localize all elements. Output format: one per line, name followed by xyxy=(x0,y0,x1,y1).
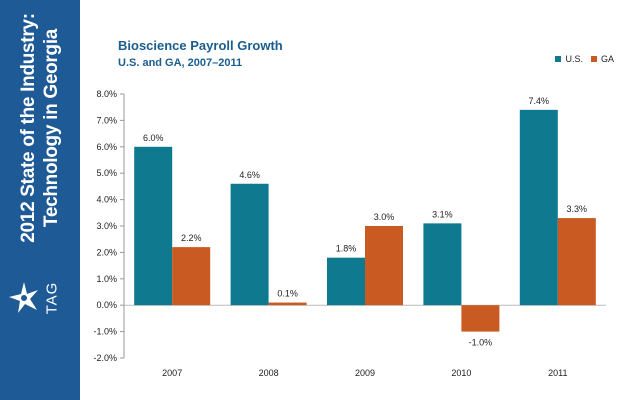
data-label-ga: 0.1% xyxy=(277,289,298,299)
x-tick-label: 2010 xyxy=(451,368,471,378)
sidebar: 2012 State of the Industry: Technology i… xyxy=(0,0,80,400)
legend-label-us: U.S. xyxy=(565,54,583,64)
tag-logo-text: TAG xyxy=(43,281,61,315)
data-label-ga: -1.0% xyxy=(469,338,493,348)
bar-us xyxy=(230,183,269,306)
bar-chart: 8.0% 7.0% 6.0% 5.0% 4.0% 3.0% 2.0% 1.0% 0.0% -1.0… xyxy=(93,89,606,378)
legend-label-ga: GA xyxy=(600,54,614,64)
y-tick-label: 4.0% xyxy=(96,195,117,205)
data-label-us: 6.0% xyxy=(143,133,164,143)
bar-ga xyxy=(172,247,211,306)
legend-swatch-us xyxy=(555,56,562,62)
bar-us xyxy=(519,109,558,306)
legend-item-us: U.S. xyxy=(555,54,583,64)
chart-title: Bioscience Payroll Growth xyxy=(118,38,283,53)
data-label-ga: 3.3% xyxy=(567,204,588,214)
x-tick-label: 2011 xyxy=(548,368,567,378)
bar-us xyxy=(327,257,365,306)
y-tick-label: 5.0% xyxy=(96,168,117,178)
bar-ga xyxy=(461,305,500,332)
data-label-us: 7.4% xyxy=(529,96,550,106)
y-tick-label: 6.0% xyxy=(96,142,117,152)
bar-us xyxy=(423,223,462,306)
data-label-us: 3.1% xyxy=(432,209,453,219)
bar-us xyxy=(134,146,173,306)
star-burst-icon xyxy=(9,282,38,313)
y-tick-label: 1.0% xyxy=(96,274,117,284)
report-title-line-2: Technology in Georgia xyxy=(41,28,62,228)
chart-panel: Bioscience Payroll Growth U.S. and GA, 2… xyxy=(80,0,640,400)
y-tick-label: 0.0% xyxy=(96,300,117,310)
y-tick-label: -1.0% xyxy=(93,327,117,337)
data-label-ga: 2.2% xyxy=(181,233,202,243)
y-tick-label: 7.0% xyxy=(96,115,117,125)
chart-subtitle: U.S. and GA, 2007–2011 xyxy=(118,57,243,69)
report-title: 2012 State of the Industry: Technology i… xyxy=(0,3,80,253)
data-label-us: 1.8% xyxy=(336,244,357,254)
data-label-ga: 3.0% xyxy=(374,212,395,222)
y-tick-label: 2.0% xyxy=(96,247,117,257)
x-tick-label: 2009 xyxy=(355,368,375,378)
bar-ga xyxy=(268,302,307,306)
legend-swatch-ga xyxy=(590,56,597,62)
y-tick-label: -2.0% xyxy=(93,353,117,363)
bar-ga xyxy=(557,218,596,306)
y-tick-label: 3.0% xyxy=(96,221,117,231)
x-tick-label: 2008 xyxy=(259,368,279,378)
report-title-line-1: 2012 State of the Industry: xyxy=(18,13,39,243)
bar-ga xyxy=(365,226,403,306)
legend: U.S. GA xyxy=(547,54,614,64)
tag-logo: TAG xyxy=(0,258,80,338)
legend-item-ga: GA xyxy=(590,54,614,64)
x-tick-label: 2007 xyxy=(162,368,182,378)
data-label-us: 4.6% xyxy=(239,170,260,180)
y-tick-label: 8.0% xyxy=(96,89,117,99)
